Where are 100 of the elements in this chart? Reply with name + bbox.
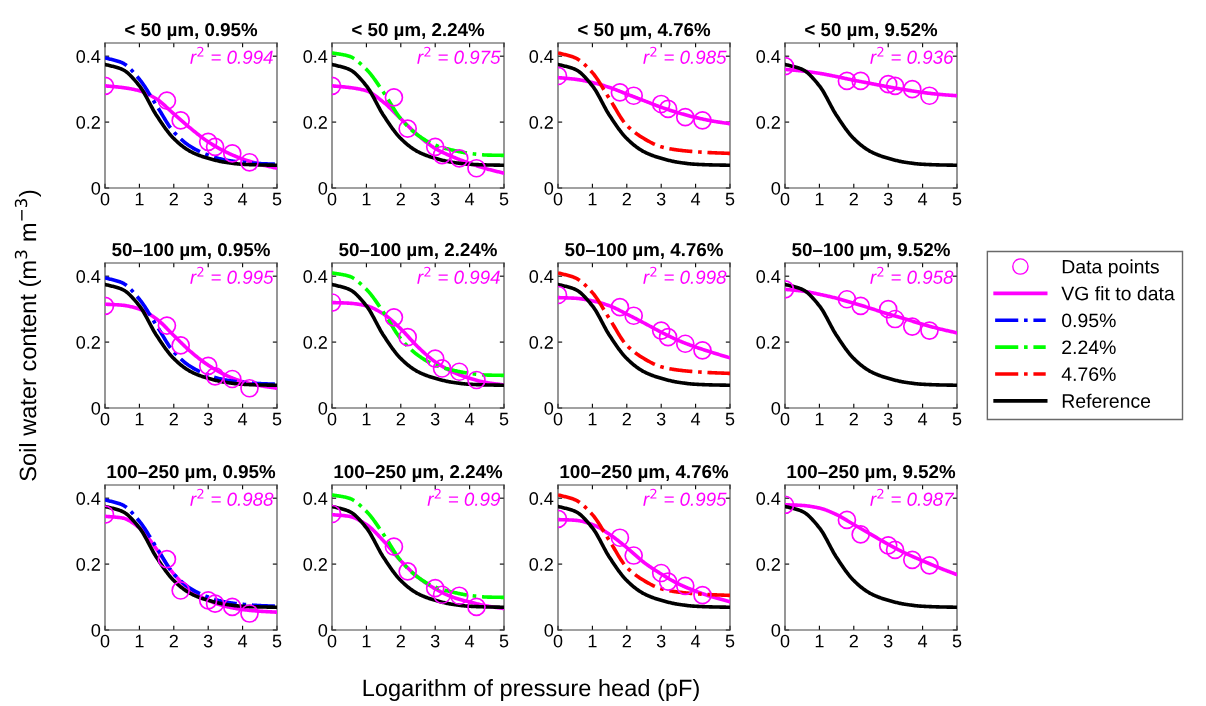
x-tick-label: 5 xyxy=(272,412,282,426)
y-tick-label: 0 xyxy=(91,401,101,415)
x-tick-label: 4 xyxy=(917,634,928,648)
legend-label: 4.76% xyxy=(1061,367,1116,382)
y-tick-label: 0 xyxy=(91,623,101,637)
y-tick-label: 0.2 xyxy=(756,336,780,349)
annotation: r$^{2}$ = 0.975 xyxy=(417,46,501,64)
x-tick-label: 2 xyxy=(622,192,631,206)
annotation: r$^{2}$ = 0.987 xyxy=(870,488,955,506)
y-tick-label: 0.4 xyxy=(529,270,554,283)
x-tick-label: 5 xyxy=(725,412,735,426)
y-tick-label: 0 xyxy=(544,181,554,195)
chart-title: 50–100 µm, 4.76% xyxy=(565,242,723,260)
chart-title: < 50 µm, 4.76% xyxy=(578,22,711,40)
x-tick-label: 4 xyxy=(690,192,701,206)
y-tick-label: 0.2 xyxy=(76,116,100,129)
y-tick-label: 0 xyxy=(544,623,554,637)
x-tick-label: 0 xyxy=(100,634,110,648)
y-tick-label: 0 xyxy=(318,623,328,637)
x-tick-label: 5 xyxy=(725,192,735,206)
annotation: r$^{2}$ = 0.985 xyxy=(643,46,727,64)
chart-title: 100–250 µm, 9.52% xyxy=(787,464,956,482)
x-tick-label: 0 xyxy=(553,412,563,426)
y-tick-label: 0.2 xyxy=(303,116,327,129)
x-tick-label: 1 xyxy=(135,192,144,206)
x-tick-label: 5 xyxy=(952,634,962,648)
x-tick-label: 2 xyxy=(169,192,178,206)
x-tick-label: 5 xyxy=(499,412,509,426)
x-tick-label: 3 xyxy=(203,634,213,648)
x-tick-label: 0 xyxy=(100,412,110,426)
x-tick-label: 0 xyxy=(327,192,337,206)
y-tick-label: 0 xyxy=(771,401,781,415)
x-tick-label: 2 xyxy=(849,412,858,426)
x-tick-label: 4 xyxy=(237,412,248,426)
y-tick-label: 0.4 xyxy=(529,50,554,63)
x-tick-label: 4 xyxy=(917,192,928,206)
y-tick-label: 0.4 xyxy=(76,270,101,283)
chart-title: 100–250 µm, 0.95% xyxy=(107,464,276,482)
x-tick-label: 1 xyxy=(588,192,597,206)
annotation: r$^{2}$ = 0.995 xyxy=(643,488,727,506)
x-tick-label: 0 xyxy=(553,192,563,206)
legend-label: VG fit to data xyxy=(1061,286,1175,301)
y-tick-label: 0.4 xyxy=(76,492,101,505)
y-tick-label: 0 xyxy=(91,181,101,195)
chart-title: 50–100 µm, 0.95% xyxy=(112,242,270,260)
annotation: r$^{2}$ = 0.994 xyxy=(417,266,500,284)
y-tick-label: 0.2 xyxy=(76,558,100,571)
x-tick-label: 3 xyxy=(656,412,666,426)
chart-title: 100–250 µm, 2.24% xyxy=(334,464,503,482)
annotation: r$^{2}$ = 0.958 xyxy=(870,266,954,284)
annotation: r$^{2}$ = 0.994 xyxy=(190,46,273,64)
y-tick-label: 0.2 xyxy=(303,336,327,349)
x-tick-label: 5 xyxy=(272,192,282,206)
x-tick-label: 5 xyxy=(499,192,509,206)
x-tick-label: 3 xyxy=(203,412,213,426)
y-tick-label: 0 xyxy=(544,401,554,415)
y-tick-label: 0.2 xyxy=(529,558,553,571)
x-tick-label: 2 xyxy=(396,412,405,426)
x-tick-label: 0 xyxy=(100,192,110,206)
y-tick-label: 0.4 xyxy=(303,492,328,505)
x-tick-label: 1 xyxy=(588,634,597,648)
x-tick-label: 0 xyxy=(327,634,337,648)
x-tick-label: 5 xyxy=(725,634,735,648)
x-tick-label: 3 xyxy=(883,634,893,648)
annotation: r$^{2}$ = 0.988 xyxy=(190,488,274,506)
x-tick-label: 3 xyxy=(203,192,213,206)
x-tick-label: 4 xyxy=(464,192,475,206)
y-tick-label: 0.4 xyxy=(303,50,328,63)
y-tick-label: 0.2 xyxy=(529,336,553,349)
x-tick-label: 5 xyxy=(499,634,509,648)
y-tick-label: 0 xyxy=(318,181,328,195)
x-tick-label: 4 xyxy=(464,412,475,426)
y-tick-label: 0 xyxy=(318,401,328,415)
legend-label: 0.95% xyxy=(1062,313,1116,328)
x-tick-label: 0 xyxy=(780,192,790,206)
x-tick-label: 1 xyxy=(362,412,371,426)
x-tick-label: 1 xyxy=(815,192,824,206)
x-tick-label: 2 xyxy=(622,634,631,648)
chart-title: < 50 µm, 0.95% xyxy=(125,22,258,40)
x-tick-label: 1 xyxy=(135,412,144,426)
y-tick-label: 0.2 xyxy=(76,336,100,349)
x-tick-label: 0 xyxy=(780,412,790,426)
x-tick-label: 1 xyxy=(588,412,597,426)
y-tick-label: 0.4 xyxy=(529,492,554,505)
x-tick-label: 4 xyxy=(464,634,475,648)
x-tick-label: 2 xyxy=(169,634,178,648)
y-axis-title: Soil water content (m$^{3}$ m$^{−3}$) xyxy=(14,190,41,481)
x-tick-label: 4 xyxy=(690,634,701,648)
x-tick-label: 1 xyxy=(135,634,144,648)
y-tick-label: 0.2 xyxy=(756,558,780,571)
y-tick-label: 0.4 xyxy=(303,270,328,283)
chart-title: < 50 µm, 9.52% xyxy=(805,22,938,40)
x-tick-label: 1 xyxy=(362,192,371,206)
x-tick-label: 1 xyxy=(815,634,824,648)
annotation: r$^{2}$ = 0.995 xyxy=(190,266,274,284)
x-tick-label: 5 xyxy=(272,634,282,648)
y-tick-label: 0 xyxy=(771,181,781,195)
x-tick-label: 3 xyxy=(883,412,893,426)
legend-label: Reference xyxy=(1062,393,1151,408)
legend-label: Data points xyxy=(1062,259,1159,278)
